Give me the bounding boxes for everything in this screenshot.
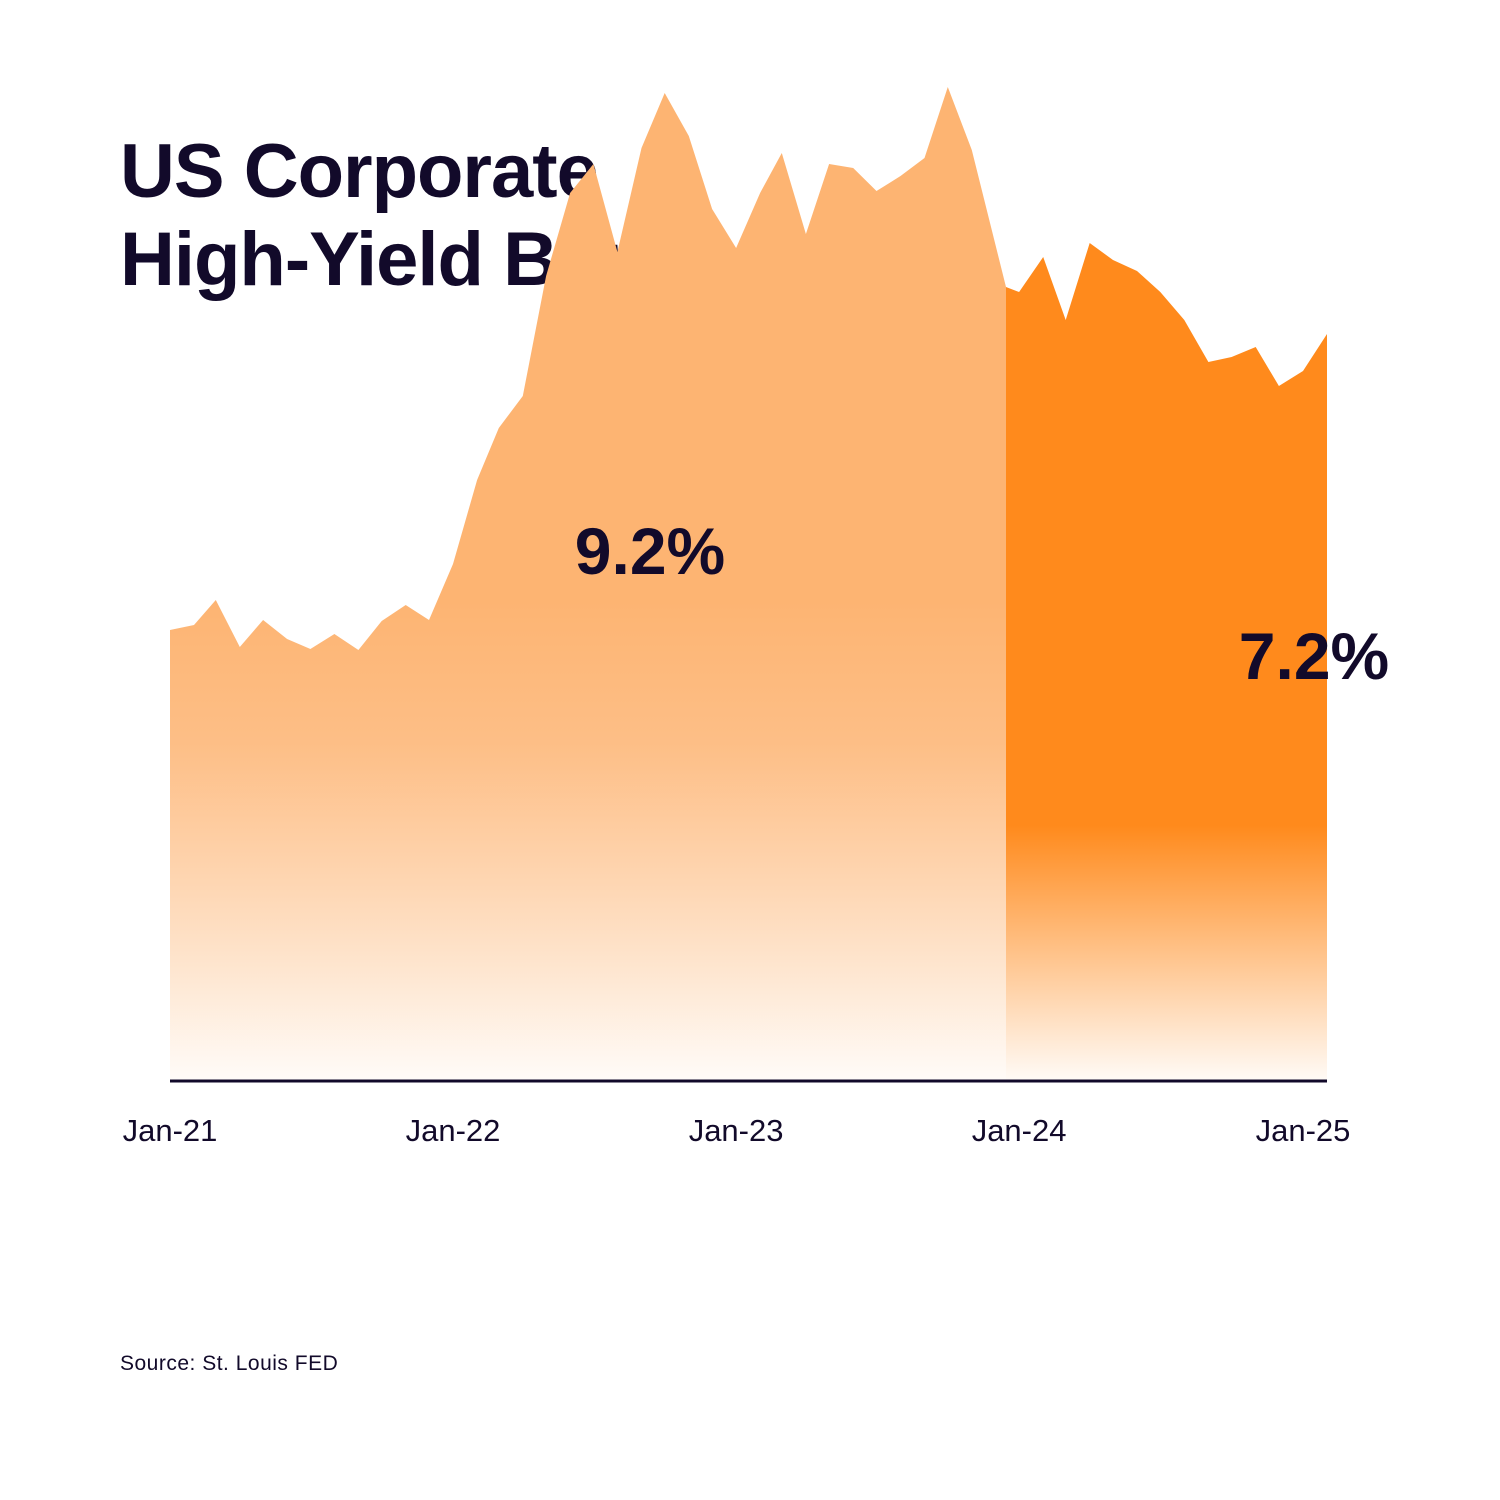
x-tick-label: Jan-22 <box>406 1113 501 1148</box>
x-tick-label: Jan-23 <box>689 1113 784 1148</box>
annotation-label: 7.2% <box>1239 619 1389 693</box>
x-tick-label: Jan-25 <box>1256 1113 1351 1148</box>
title-line-1: US Corporate <box>120 129 599 214</box>
source-note: Source: St. Louis FED <box>120 1352 339 1375</box>
x-tick-label: Jan-21 <box>123 1113 218 1148</box>
area-series-2021-2023 <box>170 87 1006 1080</box>
area-series-2024-2025 <box>1006 243 1327 1080</box>
annotation-label: 9.2% <box>575 514 725 588</box>
x-tick-label: Jan-24 <box>972 1113 1067 1148</box>
